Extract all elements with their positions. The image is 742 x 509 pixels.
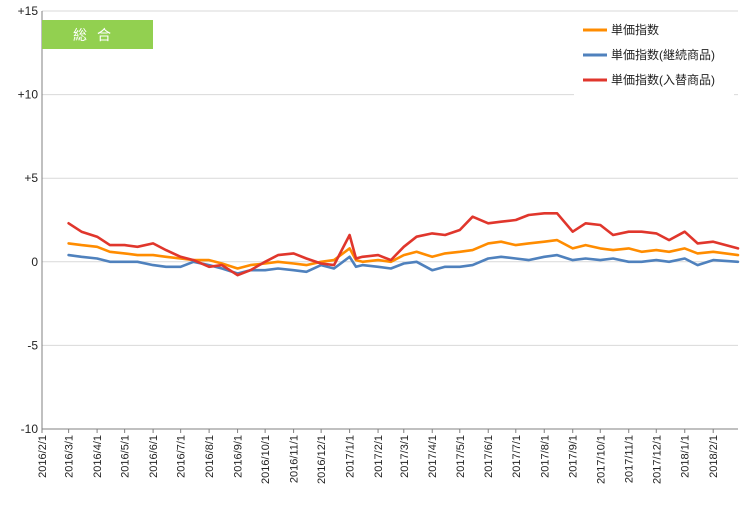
x-tick-label: 2017/4/1 xyxy=(427,435,439,478)
series-line-2 xyxy=(67,212,740,277)
x-tick-label: 2017/11/1 xyxy=(624,435,636,483)
legend-entry: 単価指数(継続商品) xyxy=(611,47,715,62)
x-tick-label: 2016/5/1 xyxy=(120,435,132,478)
legend-entry: 単価指数 xyxy=(611,22,659,37)
x-tick-label: 2016/8/1 xyxy=(204,435,216,478)
series-line-0 xyxy=(67,238,740,270)
y-tick-label: +15 xyxy=(18,4,39,18)
x-tick-label: 2017/7/1 xyxy=(511,435,523,478)
y-tick-label: +5 xyxy=(24,171,38,185)
x-tick-labels: 2016/2/1 2016/3/1 2016/4/1 2016/5/1 2016/6/1… xyxy=(37,435,720,484)
category-badge-label: 総合 xyxy=(73,27,121,43)
x-tick-label: 2018/1/1 xyxy=(680,435,692,478)
category-badge: 総合 xyxy=(42,20,153,49)
x-tick-label: 2017/5/1 xyxy=(455,435,467,478)
y-tick-labels: +15 +10 +5 0 -5 -10 xyxy=(18,4,39,436)
x-tick-label: 2016/2/1 xyxy=(37,435,49,478)
series-lines xyxy=(67,212,740,277)
y-tick-label: -10 xyxy=(21,422,39,436)
x-tick-label: 2017/10/1 xyxy=(595,435,607,484)
x-tick-label: 2016/6/1 xyxy=(148,435,160,478)
x-tick-label: 2017/9/1 xyxy=(568,435,580,478)
y-tick-label: +10 xyxy=(18,88,39,102)
x-tick-label: 2017/6/1 xyxy=(483,435,495,478)
y-tick-label: -5 xyxy=(27,338,38,352)
x-tick-label: 2017/2/1 xyxy=(373,435,385,478)
x-tick-label: 2016/11/1 xyxy=(289,435,301,483)
category-badge-background xyxy=(42,20,153,49)
x-tick-label: 2016/7/1 xyxy=(176,435,188,478)
x-tick-label: 2016/10/1 xyxy=(260,435,272,484)
x-tick-label: 2018/2/1 xyxy=(708,435,720,478)
x-tick-label: 2016/9/1 xyxy=(233,435,245,478)
x-tick-label: 2017/1/1 xyxy=(345,435,357,478)
x-tick-label: 2017/3/1 xyxy=(399,435,411,478)
x-tick-label: 2016/4/1 xyxy=(92,435,104,478)
x-tick-label: 2017/12/1 xyxy=(651,435,663,484)
legend-entry: 単価指数(入替商品) xyxy=(611,72,715,87)
x-tick-label: 2016/12/1 xyxy=(316,435,328,484)
axes xyxy=(41,11,738,433)
x-tick-label: 2016/3/1 xyxy=(64,435,76,478)
series-line-1 xyxy=(67,253,740,275)
x-tick-label: 2017/8/1 xyxy=(539,435,551,478)
y-tick-label: 0 xyxy=(31,255,38,269)
